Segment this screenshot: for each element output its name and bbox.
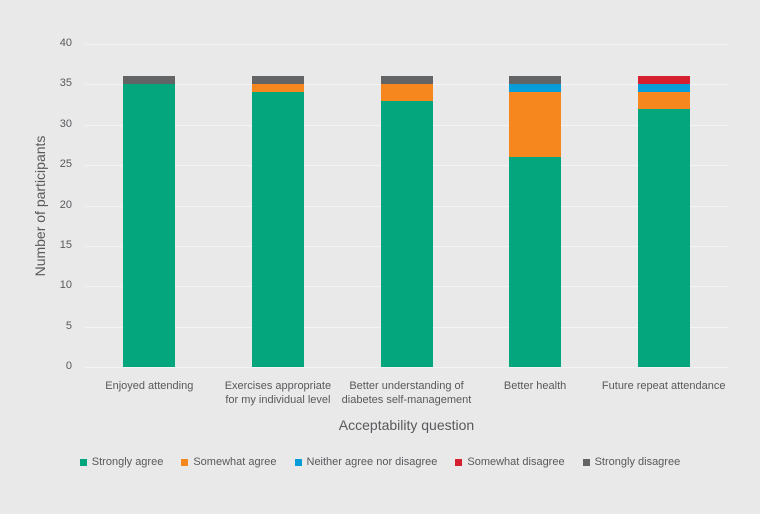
- y-tick-label-5: 5: [65, 319, 72, 332]
- x-axis-title: Acceptability question: [338, 417, 475, 433]
- bar-exercises-appropriate-for-my-individual-level-segment-strongly-disagree: [251, 76, 304, 85]
- legend-label-neither-agree-nor-disagree: Neither agree nor disagree: [306, 456, 438, 468]
- y-tick-label-20: 20: [59, 198, 72, 211]
- legend-swatch-strongly-disagree: [582, 458, 590, 466]
- x-category-label-better-health: Better health: [503, 380, 567, 392]
- legend-swatch-neither-agree-nor-disagree: [294, 458, 302, 466]
- legend-item-strongly-agree: Strongly agree: [79, 456, 164, 468]
- legend-item-somewhat-disagree: Somewhat disagree: [455, 456, 565, 468]
- bar-future-repeat-attendance-segment-neither-agree-nor-disagree: [637, 84, 690, 93]
- legend-label-somewhat-disagree: Somewhat disagree: [467, 456, 565, 468]
- gridline-40: [85, 44, 728, 45]
- bar-exercises-appropriate-for-my-individual-level-segment-strongly-agree: [251, 92, 304, 367]
- legend-item-strongly-disagree: Strongly disagree: [582, 456, 681, 468]
- bar-better-understanding-of-diabetes-self-management-segment-strongly-disagree: [380, 76, 433, 85]
- bar-better-health-segment-neither-agree-nor-disagree: [509, 84, 562, 93]
- bar-better-health-segment-strongly-disagree: [509, 76, 562, 85]
- y-tick-label-40: 40: [59, 37, 72, 49]
- bar-future-repeat-attendance-segment-strongly-agree: [637, 108, 690, 367]
- bar-better-health-segment-somewhat-agree: [509, 92, 562, 158]
- bar-future-repeat-attendance-segment-somewhat-agree: [637, 92, 690, 109]
- bar-future-repeat-attendance-segment-somewhat-disagree: [637, 76, 690, 85]
- plot-area: [85, 44, 728, 368]
- y-tick-label-10: 10: [59, 279, 72, 292]
- y-tick-label-15: 15: [59, 238, 72, 251]
- bar-enjoyed-attending-segment-strongly-agree: [123, 84, 176, 367]
- legend-item-neither-agree-nor-disagree: Neither agree nor disagree: [294, 456, 438, 468]
- y-tick-label-25: 25: [59, 158, 72, 171]
- chart-legend: Strongly agree Somewhat agree Neither agre…: [0, 456, 760, 468]
- bar-better-health-segment-strongly-agree: [509, 157, 562, 367]
- y-tick-label-35: 35: [59, 77, 72, 90]
- x-category-label-enjoyed-attending: Enjoyed attending: [105, 380, 194, 392]
- legend-label-strongly-disagree: Strongly disagree: [594, 456, 681, 468]
- legend-swatch-strongly-agree: [79, 458, 87, 466]
- legend-swatch-somewhat-agree: [181, 458, 189, 466]
- legend-label-somewhat-agree: Somewhat agree: [193, 456, 277, 468]
- bar-enjoyed-attending-segment-strongly-disagree: [123, 76, 176, 85]
- bar-better-understanding-of-diabetes-self-management-segment-strongly-agree: [380, 100, 433, 367]
- legend-label-strongly-agree: Strongly agree: [91, 456, 164, 468]
- gridline-0: [85, 367, 728, 368]
- x-category-label-exercises-appropriate-for-my-individual-level: Exercises appropriate for my individual l…: [224, 380, 332, 406]
- bar-better-understanding-of-diabetes-self-management-segment-somewhat-agree: [380, 84, 433, 101]
- x-category-label-better-understanding-of-diabetes-self-management: Better understanding of diabetes self-man…: [341, 380, 472, 406]
- y-tick-label-30: 30: [59, 117, 72, 130]
- legend-item-somewhat-agree: Somewhat agree: [181, 456, 277, 468]
- bar-exercises-appropriate-for-my-individual-level-segment-somewhat-agree: [251, 84, 304, 93]
- legend-swatch-somewhat-disagree: [455, 458, 463, 466]
- x-category-label-future-repeat-attendance: Future repeat attendance: [601, 380, 726, 392]
- y-tick-label-0: 0: [65, 360, 72, 372]
